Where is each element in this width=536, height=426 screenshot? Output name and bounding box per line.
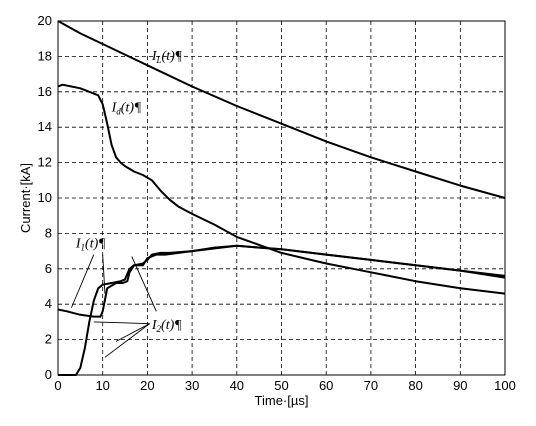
x-tick-label: 100 [494,378,516,393]
leader-i1-b [102,254,106,294]
series-label-id: Id(t)¶ [111,100,142,116]
y-tick-label: 6 [45,261,52,276]
x-tick-label: 60 [319,378,333,393]
series-line-id [57,83,506,295]
x-tick-label: 70 [364,378,378,393]
y-tick-label: 2 [45,332,52,347]
x-tick-label: 80 [408,378,422,393]
y-tick-label: 4 [45,296,52,311]
x-tick-label: 20 [140,378,154,393]
y-tick-label: 0 [45,367,52,382]
y-tick-label: 12 [38,155,52,170]
x-tick-label: 50 [274,378,288,393]
y-axis-ticks: 0 2 4 6 8 10 12 14 16 18 20 [38,13,52,382]
x-axis-ticks: 0 10 20 30 40 50 60 70 80 90 100 [54,378,515,393]
series-line-il [57,20,506,199]
leader-i2-a [93,321,150,325]
annotation-leaders [70,254,157,358]
leader-i2-c [104,323,150,358]
y-tick-label: 10 [38,190,52,205]
y-tick-label: 20 [38,13,52,28]
y-tick-label: 8 [45,225,52,240]
leader-i1-a [70,254,95,308]
series-label-i1: I1(t)¶ [75,237,106,253]
grid [58,21,505,375]
y-tick-label: 14 [38,119,52,134]
y-tick-label: 18 [38,48,52,63]
x-tick-label: 90 [453,378,467,393]
series-label-i2: I2(t)¶ [151,318,182,334]
series-line-i2 [58,244,506,376]
y-axis-label: Current·[kA] [18,163,33,233]
y-tick-label: 16 [38,84,52,99]
x-axis-label: Time·[µs] [255,393,309,408]
series-label-il: IL(t)¶ [151,49,182,65]
x-tick-label: 30 [185,378,199,393]
leader-i2-b [115,323,150,342]
series-lines [57,20,506,376]
x-tick-label: 10 [95,378,109,393]
x-tick-label: 40 [230,378,244,393]
leader-i1-c [131,256,157,312]
x-tick-label: 0 [54,378,61,393]
